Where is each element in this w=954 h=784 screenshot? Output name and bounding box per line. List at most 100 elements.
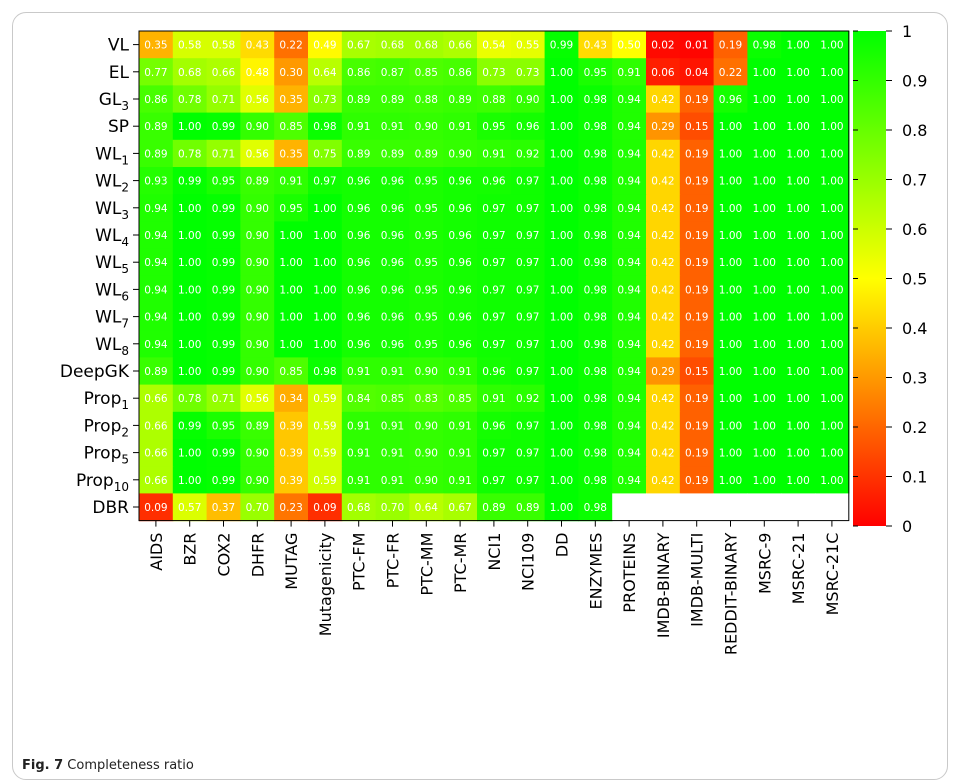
heatmap-cell — [815, 85, 850, 114]
cell-value-label: 1.00 — [753, 67, 776, 79]
heatmap-cell — [747, 31, 782, 59]
heatmap-cell — [172, 58, 208, 86]
cell-value-label: 0.70 — [246, 502, 269, 514]
cell-value-label: 0.96 — [347, 176, 371, 188]
heatmap-cell — [172, 384, 208, 413]
cell-value-label: 1.00 — [820, 420, 843, 432]
heatmap-cell — [274, 275, 309, 304]
heatmap-cell — [612, 139, 647, 168]
heatmap-cell — [679, 31, 715, 59]
heatmap-cell — [815, 58, 850, 86]
heatmap-cell — [477, 303, 512, 331]
cell-value-label: 1.00 — [820, 67, 843, 79]
cell-value-label: 1.00 — [178, 284, 201, 296]
cell-value-label: 0.86 — [347, 67, 371, 79]
heatmap-cell — [815, 466, 850, 494]
heatmap-cell — [206, 112, 241, 141]
cell-value-label: 1.00 — [786, 94, 809, 106]
heatmap-cell — [578, 194, 613, 222]
colorbar-tick-label: 0.5 — [902, 270, 927, 289]
heatmap-cell — [308, 248, 343, 277]
row-label: DeepGK — [60, 362, 130, 382]
heatmap-cell — [679, 275, 715, 304]
cell-value-label: 0.89 — [347, 94, 370, 106]
heatmap-cell — [544, 330, 579, 358]
cell-value-label: 0.90 — [246, 339, 269, 351]
heatmap-cell — [713, 303, 748, 331]
cell-value-label: 0.90 — [415, 475, 438, 487]
heatmap-cell — [781, 493, 816, 522]
cell-value-label: 0.99 — [212, 121, 235, 133]
cell-value-label: 0.96 — [719, 94, 743, 106]
heatmap-cell — [510, 58, 546, 86]
cell-value-label: 1.00 — [550, 121, 573, 133]
heatmap-cell — [815, 167, 850, 195]
cell-value-label: 1.00 — [178, 339, 201, 351]
heatmap-cell — [578, 466, 613, 494]
heatmap-cell — [747, 466, 782, 494]
heatmap-cell — [240, 493, 275, 522]
cell-value-label: 0.91 — [347, 366, 370, 378]
heatmap-cell — [240, 411, 275, 440]
heatmap-cell — [477, 248, 512, 277]
heatmap-cell — [341, 357, 377, 386]
cell-value-label: 0.91 — [381, 121, 404, 133]
heatmap-cell — [544, 493, 579, 522]
cell-value-label: 0.94 — [617, 203, 641, 215]
heatmap-cell — [375, 221, 410, 250]
cell-value-label: 0.95 — [415, 230, 438, 242]
cell-value-label: 0.94 — [617, 176, 641, 188]
cell-value-label: 0.89 — [381, 148, 404, 160]
heatmap-cell — [274, 221, 309, 250]
heatmap-cell — [747, 85, 782, 114]
cell-value-label: 1.00 — [313, 284, 336, 296]
cell-value-label: 0.90 — [415, 420, 438, 432]
heatmap-cell — [815, 194, 850, 222]
heatmap-cell — [578, 439, 613, 467]
cell-value-label: 0.34 — [279, 393, 303, 405]
heatmap-cell — [679, 330, 715, 358]
heatmap-cell — [139, 303, 174, 331]
cell-value-label: 0.96 — [381, 284, 405, 296]
heatmap-cell — [747, 112, 782, 141]
cell-value-label: 0.01 — [685, 40, 708, 52]
heatmap-cell — [477, 275, 512, 304]
heatmap-cell — [375, 466, 410, 494]
cell-value-label: 1.00 — [313, 230, 336, 242]
cell-value-label: 0.91 — [381, 366, 404, 378]
cell-value-label: 1.00 — [719, 230, 742, 242]
heatmap-cell — [544, 439, 579, 467]
colorbar-tick-label: 0.6 — [902, 220, 927, 239]
cell-value-label: 0.95 — [415, 339, 438, 351]
column-label: MUTAG — [282, 533, 301, 590]
row-label: SP — [108, 117, 129, 137]
cell-value-label: 0.56 — [246, 148, 270, 160]
heatmap-cell — [781, 221, 816, 250]
cell-value-label: 0.96 — [448, 284, 472, 296]
cell-value-label: 1.00 — [820, 176, 843, 188]
cell-value-label: 0.99 — [550, 40, 573, 52]
heatmap-cell — [646, 466, 681, 494]
heatmap-cell — [206, 194, 241, 222]
cell-value-label: 0.42 — [651, 257, 674, 269]
heatmap-cell — [713, 58, 748, 86]
column-label: PROTEINS — [620, 533, 639, 613]
cell-value-label: 0.96 — [448, 257, 472, 269]
column-label: MSRC-21 — [789, 533, 808, 605]
cell-value-label: 0.39 — [279, 420, 302, 432]
cell-value-label: 1.00 — [178, 475, 201, 487]
heatmap-cell — [341, 58, 377, 86]
heatmap-cell — [815, 112, 850, 141]
heatmap-cell — [815, 439, 850, 467]
cell-value-label: 0.94 — [617, 393, 641, 405]
cell-value-label: 1.00 — [820, 448, 843, 460]
colorbar-tick-label: 0.1 — [902, 468, 927, 487]
cell-value-label: 0.94 — [144, 284, 168, 296]
heatmap-cell — [815, 221, 850, 250]
cell-value-label: 0.19 — [685, 312, 708, 324]
cell-value-label: 0.59 — [313, 420, 336, 432]
heatmap-cell — [510, 411, 546, 440]
heatmap-cell — [713, 167, 748, 195]
heatmap-cell — [510, 357, 546, 386]
